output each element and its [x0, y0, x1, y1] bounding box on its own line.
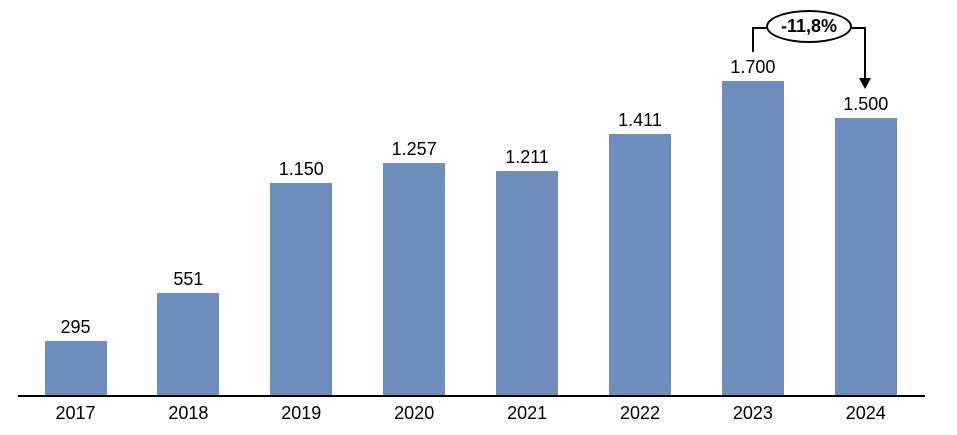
bar-value-label: 1.700 [730, 57, 776, 77]
x-axis-label: 2018 [168, 403, 209, 423]
annotation-connector-left-vertical [752, 27, 754, 52]
bar-value-label: 1.257 [391, 139, 437, 159]
bar-value-label: 1.211 [505, 147, 549, 167]
annotation-connector-left-horizontal [752, 27, 768, 29]
bar-value-label: 551 [173, 269, 204, 289]
annotation-arrowhead-icon [859, 78, 871, 89]
x-axis-label: 2019 [281, 403, 322, 423]
bar-2023 [721, 81, 784, 395]
annotation-connector-right-horizontal [850, 27, 866, 29]
bar-2020 [383, 163, 446, 395]
x-axis-label: 2024 [845, 403, 886, 423]
bar-2024 [834, 118, 897, 395]
bar-value-label: 295 [60, 317, 91, 337]
x-axis-label: 2017 [55, 403, 96, 423]
bar-2022 [609, 134, 671, 395]
bar-2017 [44, 341, 107, 395]
x-axis-label: 2021 [507, 403, 548, 423]
x-axis-line [18, 395, 925, 397]
bar-2019 [270, 183, 333, 395]
bar-value-label: 1.500 [843, 94, 889, 114]
bar-value-label: 1.411 [618, 110, 662, 130]
x-axis-label: 2020 [394, 403, 435, 423]
annotation-arrow-line [864, 27, 866, 79]
annotation-ellipse: -11,8% [766, 10, 852, 43]
bar-2021 [496, 171, 559, 395]
bar-2018 [157, 293, 220, 395]
x-axis-label: 2022 [619, 403, 661, 423]
bar-value-label: 1.150 [278, 159, 324, 179]
annotation-label: -11,8% [780, 16, 838, 36]
x-axis-label: 2023 [732, 403, 773, 423]
